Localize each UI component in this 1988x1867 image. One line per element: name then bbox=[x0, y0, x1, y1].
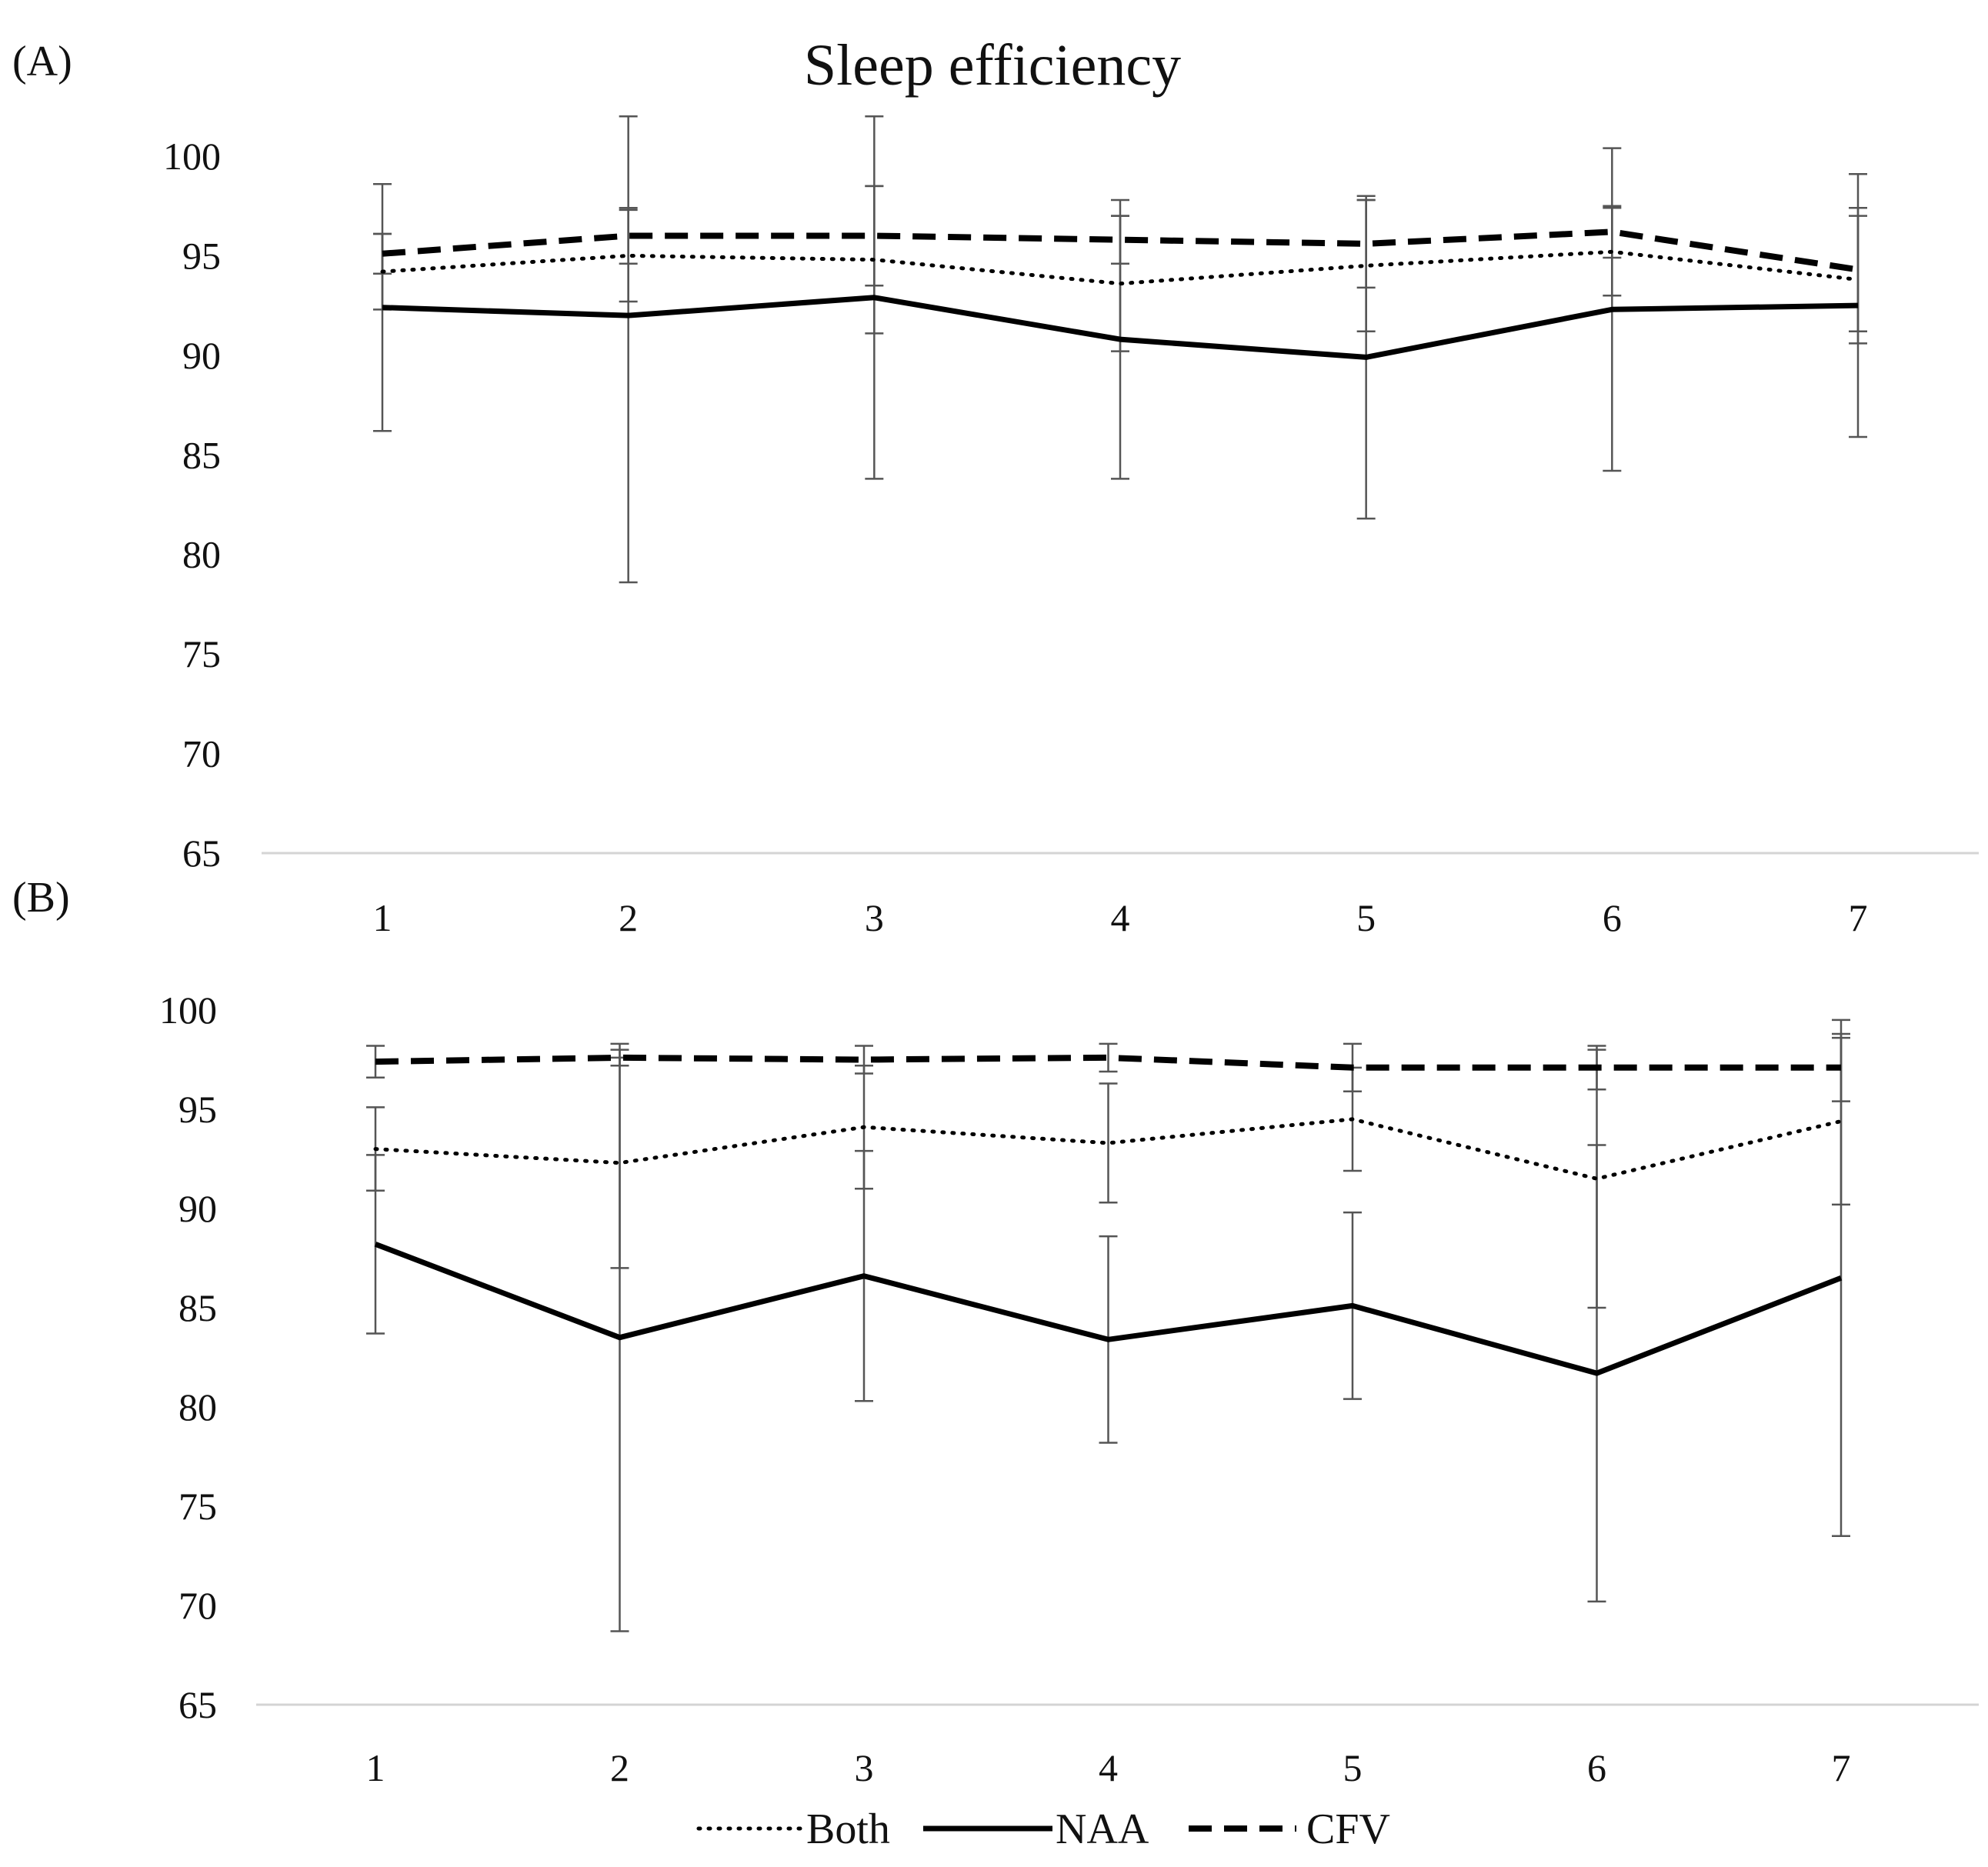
panel-a-x-tick-label-1: 1 bbox=[373, 896, 392, 939]
panel-a-y-tick-label-80: 80 bbox=[182, 533, 221, 576]
legend-label-naa: NAA bbox=[1056, 1805, 1149, 1853]
panel-b-series-line-naa bbox=[374, 1242, 1843, 1376]
panel-a-x-tick-label-3: 3 bbox=[865, 896, 884, 939]
panel-b-x-tick-label-5: 5 bbox=[1343, 1746, 1363, 1789]
panel-b-x-tick-label-2: 2 bbox=[610, 1746, 629, 1789]
panel-a-y-tick-label-90: 90 bbox=[182, 334, 221, 377]
panel-b-series-line-both bbox=[373, 1117, 1843, 1181]
panel-label-b: (B) bbox=[12, 874, 70, 922]
panel-a-y-tick-label-100: 100 bbox=[163, 135, 221, 178]
panel-a-series-line-naa bbox=[382, 295, 1859, 360]
panel-b-x-tick-label-1: 1 bbox=[366, 1746, 385, 1789]
panel-a-y-tick-label-85: 85 bbox=[182, 433, 221, 476]
panel-a-y-tick-label-70: 70 bbox=[182, 732, 221, 775]
panel-a-x-tick-label-2: 2 bbox=[619, 896, 638, 939]
panel-b-y-tick-label-85: 85 bbox=[178, 1286, 217, 1329]
panel-b-y-tick-label-70: 70 bbox=[178, 1584, 217, 1627]
panel-b-y-tick-label-95: 95 bbox=[178, 1088, 217, 1131]
panel-b-y-tick-label-100: 100 bbox=[159, 989, 217, 1032]
legend-label-cfv: CFV bbox=[1306, 1805, 1390, 1853]
legend-label-both: Both bbox=[806, 1805, 890, 1853]
panel-a-y-tick-label-65: 65 bbox=[182, 832, 221, 875]
chart-title: Sleep efficiency bbox=[804, 33, 1181, 98]
panel-a-y-tick-label-75: 75 bbox=[182, 632, 221, 675]
panel-b-y-tick-label-90: 90 bbox=[178, 1187, 217, 1230]
panel-a-x-tick-label-4: 4 bbox=[1111, 896, 1130, 939]
panel-a-x-tick-label-5: 5 bbox=[1356, 896, 1376, 939]
legend: Both NAA CFV bbox=[696, 1805, 1390, 1853]
panel-b-x-tick-label-3: 3 bbox=[855, 1746, 874, 1789]
panel-b-series-line-cfv bbox=[375, 1054, 1841, 1071]
panel-a-y-tick-label-95: 95 bbox=[182, 234, 221, 277]
panel-b-x-tick-label-6: 6 bbox=[1587, 1746, 1606, 1789]
panel-a-series-line-both bbox=[380, 249, 1860, 286]
panel-b-x-tick-label-7: 7 bbox=[1832, 1746, 1851, 1789]
panel-a-x-tick-label-7: 7 bbox=[1849, 896, 1868, 939]
panel-b-y-tick-label-75: 75 bbox=[178, 1485, 217, 1528]
panel-a-x-tick-label-6: 6 bbox=[1603, 896, 1622, 939]
panel-a-chart: 65 70 75 80 85 90 95 100 1 2 3 4 5 6 7 bbox=[163, 115, 1979, 939]
panel-b-y-tick-label-80: 80 bbox=[178, 1385, 217, 1429]
panel-b-y-tick-label-65: 65 bbox=[178, 1683, 217, 1726]
panel-b-chart: 65 70 75 80 85 90 95 100 1 2 3 4 5 6 7 bbox=[159, 989, 1979, 1789]
panel-label-a: (A) bbox=[12, 38, 72, 85]
panel-b-x-tick-label-4: 4 bbox=[1099, 1746, 1118, 1789]
